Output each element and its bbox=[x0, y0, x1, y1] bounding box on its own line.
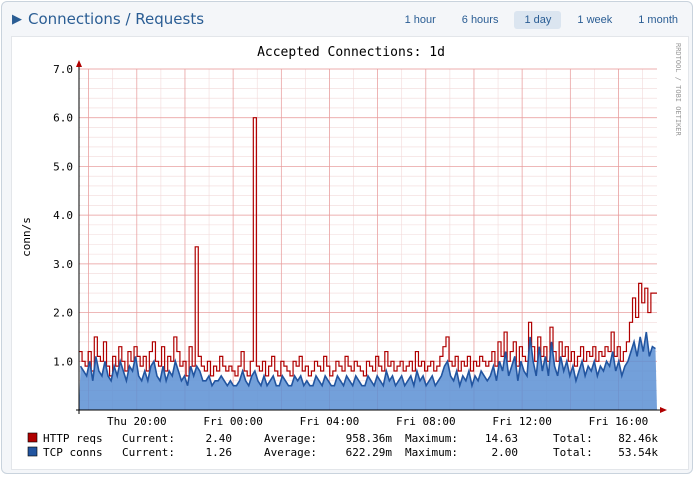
y-tick-label: 2.0 bbox=[53, 307, 73, 320]
tab-1-day[interactable]: 1 day bbox=[514, 11, 562, 29]
tab-1-month[interactable]: 1 month bbox=[638, 14, 678, 26]
legend: HTTP reqs Current: 2.40 Average: 958.36m… bbox=[27, 432, 658, 459]
panel-title[interactable]: ▶ Connections / Requests bbox=[12, 10, 204, 28]
y-tick-labels: 1.0 2.0 3.0 4.0 5.0 6.0 7.0 bbox=[53, 63, 73, 368]
series-area-tcp-conns bbox=[79, 332, 657, 410]
expand-arrow-icon[interactable]: ▶ bbox=[12, 11, 22, 27]
chart-title: Accepted Connections: 1d bbox=[257, 45, 445, 60]
x-tick-labels: Thu 20:00 Fri 00:00 Fri 04:00 Fri 08:00 Fri … bbox=[107, 415, 648, 428]
tab-1-week[interactable]: 1 week bbox=[577, 14, 613, 26]
series-layer bbox=[79, 117, 657, 410]
x-tick-label: Fri 16:00 bbox=[589, 415, 649, 428]
legend-current-label-http: Current: bbox=[122, 432, 175, 445]
legend-current-tcp: 1.26 bbox=[206, 446, 233, 459]
y-tick-label: 4.0 bbox=[53, 209, 73, 222]
legend-maximum-tcp: 2.00 bbox=[492, 446, 519, 459]
legend-current-http: 2.40 bbox=[206, 432, 233, 445]
y-axis-arrow bbox=[76, 60, 82, 67]
legend-swatch-tcp bbox=[27, 446, 38, 457]
chart-svg: Accepted Connections: 1d conn/s RRDTOOL … bbox=[20, 43, 682, 459]
x-tick-label: Thu 20:00 bbox=[107, 415, 167, 428]
legend-maximum-label-tcp: Maximum: bbox=[405, 446, 458, 459]
legend-total-label-tcp: Total: bbox=[553, 446, 593, 459]
legend-average-label-http: Average: bbox=[264, 432, 317, 445]
x-tick-label: Fri 04:00 bbox=[300, 415, 360, 428]
legend-total-tcp: 53.54k bbox=[618, 446, 658, 459]
y-tick-label: 1.0 bbox=[53, 355, 73, 368]
y-tick-label: 3.0 bbox=[53, 258, 73, 271]
legend-maximum-http: 14.63 bbox=[485, 432, 518, 445]
x-tick-label: Fri 00:00 bbox=[203, 415, 263, 428]
legend-name-http: HTTP reqs bbox=[43, 432, 103, 445]
x-tick-label: Fri 12:00 bbox=[492, 415, 552, 428]
rrd-graph: Accepted Connections: 1d conn/s RRDTOOL … bbox=[11, 36, 689, 470]
y-axis-label: conn/s bbox=[20, 217, 33, 257]
y-tick-label: 7.0 bbox=[53, 63, 73, 76]
x-axis-arrow bbox=[660, 407, 667, 413]
panel-title-text: Connections / Requests bbox=[28, 10, 205, 28]
legend-swatch-http bbox=[27, 432, 38, 443]
axes bbox=[76, 60, 667, 414]
tab-1-hour[interactable]: 1 hour bbox=[404, 14, 436, 26]
x-tick-label: Fri 08:00 bbox=[396, 415, 456, 428]
rrdtool-watermark: RRDTOOL / TOBI OETIKER bbox=[674, 43, 682, 137]
series-line-http-reqs bbox=[79, 117, 657, 377]
legend-total-label-http: Total: bbox=[553, 432, 593, 445]
y-tick-label: 5.0 bbox=[53, 160, 73, 173]
legend-average-label-tcp: Average: bbox=[264, 446, 317, 459]
tab-6-hours[interactable]: 6 hours bbox=[461, 14, 499, 26]
major-grid bbox=[79, 68, 657, 410]
y-tick-label: 6.0 bbox=[53, 112, 73, 125]
legend-maximum-label-http: Maximum: bbox=[405, 432, 458, 445]
panel-header: ▶ Connections / Requests 1 hour 6 hours … bbox=[2, 2, 694, 36]
series-line-tcp-conns bbox=[79, 331, 656, 389]
legend-average-http: 958.36m bbox=[346, 432, 393, 445]
legend-average-tcp: 622.29m bbox=[346, 446, 393, 459]
time-range-tabs: 1 hour 6 hours 1 day 1 week 1 month bbox=[395, 11, 688, 29]
legend-current-label-tcp: Current: bbox=[122, 446, 175, 459]
legend-name-tcp: TCP conns bbox=[43, 446, 103, 459]
legend-total-http: 82.46k bbox=[618, 432, 658, 445]
